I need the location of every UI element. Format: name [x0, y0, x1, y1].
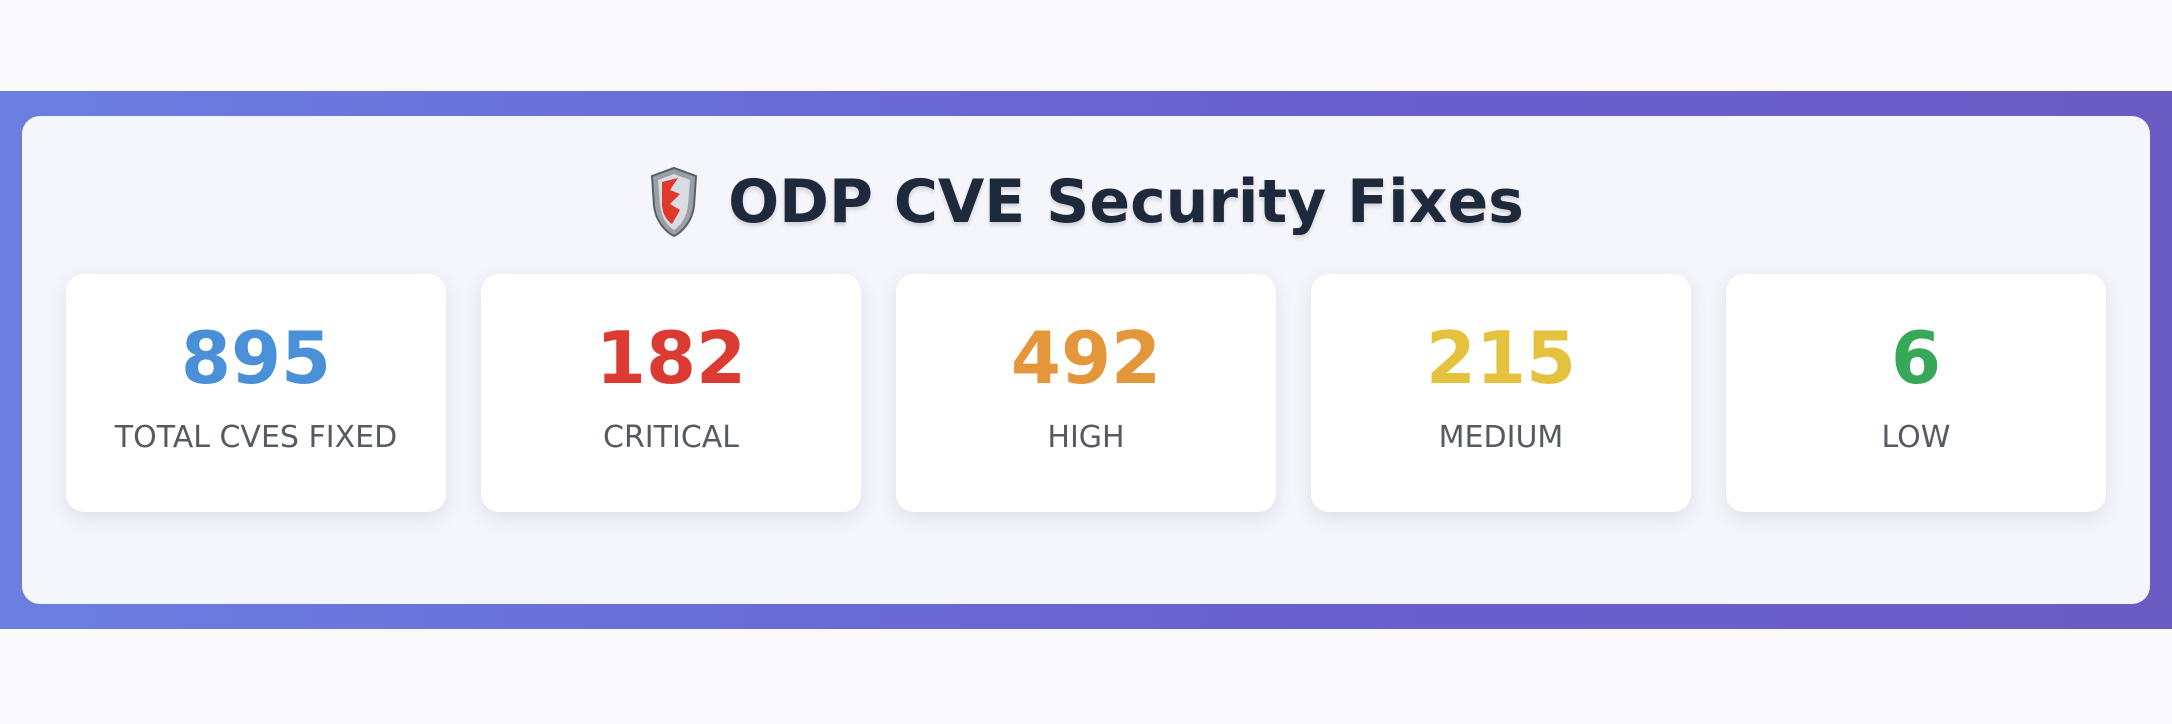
shield-icon	[651, 166, 698, 238]
stat-value: 182	[595, 315, 747, 400]
stat-value: 895	[180, 315, 332, 400]
stat-card: 6 LOW	[1726, 274, 2106, 512]
stat-cards: 895 TOTAL CVES FIXED 182 CRITICAL 492 HIGH …	[66, 274, 2106, 512]
stat-card: 895 TOTAL CVES FIXED	[66, 274, 446, 512]
stat-value: 6	[1890, 315, 1942, 400]
stat-value: 215	[1425, 315, 1577, 400]
header: ODP CVE Security Fixes	[0, 166, 2172, 238]
stat-value: 492	[1010, 315, 1162, 400]
stat-label: MEDIUM	[1438, 419, 1564, 455]
stat-label: CRITICAL	[603, 419, 739, 455]
stat-card: 215 MEDIUM	[1311, 274, 1691, 512]
stat-label: TOTAL CVES FIXED	[114, 419, 398, 455]
stat-label: HIGH	[1047, 419, 1125, 455]
stat-card: 182 CRITICAL	[481, 274, 861, 512]
stat-card: 492 HIGH	[896, 274, 1276, 512]
title: ODP CVE Security Fixes	[728, 167, 1524, 237]
stat-label: LOW	[1881, 419, 1951, 455]
